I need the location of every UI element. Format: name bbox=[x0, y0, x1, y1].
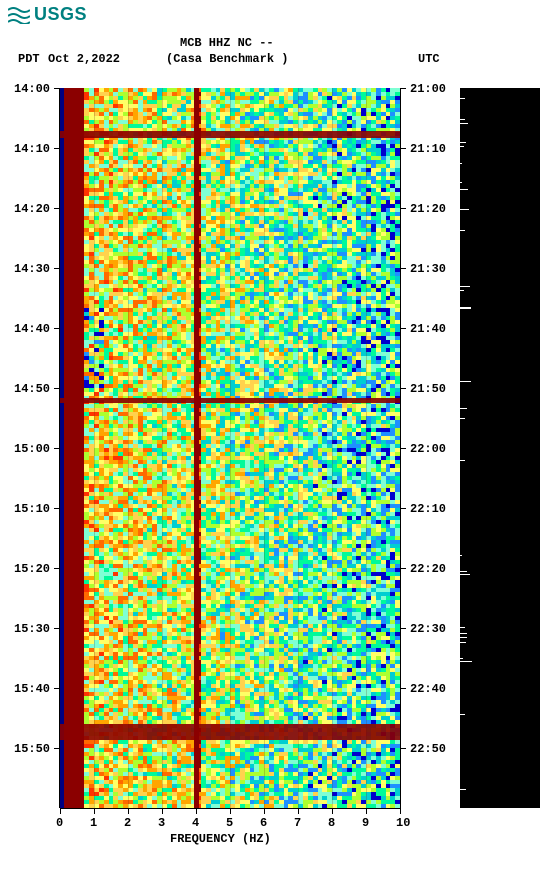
x-tick: 8 bbox=[328, 816, 335, 830]
y-tick-right: 22:30 bbox=[410, 622, 446, 636]
y-tick-left: 15:50 bbox=[14, 742, 50, 756]
usgs-text: USGS bbox=[34, 4, 87, 25]
usgs-logo: USGS bbox=[8, 4, 87, 25]
y-tick-left: 14:50 bbox=[14, 382, 50, 396]
y-tick-left: 14:10 bbox=[14, 142, 50, 156]
y-tick-right: 22:20 bbox=[410, 562, 446, 576]
x-axis-label: FREQUENCY (HZ) bbox=[170, 832, 271, 846]
x-tick: 7 bbox=[294, 816, 301, 830]
station-name: (Casa Benchmark ) bbox=[166, 52, 288, 66]
left-tz: PDT bbox=[18, 52, 40, 66]
y-tick-left: 14:20 bbox=[14, 202, 50, 216]
right-tz: UTC bbox=[418, 52, 440, 66]
y-tick-left: 14:40 bbox=[14, 322, 50, 336]
x-tick: 2 bbox=[124, 816, 131, 830]
y-tick-right: 22:00 bbox=[410, 442, 446, 456]
y-tick-left: 15:20 bbox=[14, 562, 50, 576]
x-tick: 0 bbox=[56, 816, 63, 830]
x-tick: 1 bbox=[90, 816, 97, 830]
x-tick: 6 bbox=[260, 816, 267, 830]
header-date: Oct 2,2022 bbox=[48, 52, 120, 66]
y-tick-right: 21:50 bbox=[410, 382, 446, 396]
y-tick-left: 15:40 bbox=[14, 682, 50, 696]
x-tick: 5 bbox=[226, 816, 233, 830]
y-tick-left: 15:10 bbox=[14, 502, 50, 516]
x-tick: 9 bbox=[362, 816, 369, 830]
spectrogram-plot bbox=[60, 88, 400, 808]
y-tick-right: 21:30 bbox=[410, 262, 446, 276]
y-tick-right: 21:10 bbox=[410, 142, 446, 156]
y-tick-right: 21:40 bbox=[410, 322, 446, 336]
usgs-wave-icon bbox=[8, 6, 30, 24]
x-tick: 3 bbox=[158, 816, 165, 830]
left-red-band bbox=[64, 88, 84, 808]
y-tick-left: 14:30 bbox=[14, 262, 50, 276]
y-tick-right: 22:40 bbox=[410, 682, 446, 696]
station-id: MCB HHZ NC -- bbox=[180, 36, 274, 50]
y-tick-right: 21:00 bbox=[410, 82, 446, 96]
y-tick-left: 15:30 bbox=[14, 622, 50, 636]
x-tick: 10 bbox=[396, 816, 410, 830]
y-tick-right: 22:10 bbox=[410, 502, 446, 516]
x-tick: 4 bbox=[192, 816, 199, 830]
y-tick-left: 14:00 bbox=[14, 82, 50, 96]
y-tick-left: 15:00 bbox=[14, 442, 50, 456]
y-tick-right: 22:50 bbox=[410, 742, 446, 756]
amplitude-panel bbox=[460, 88, 540, 808]
y-tick-right: 21:20 bbox=[410, 202, 446, 216]
